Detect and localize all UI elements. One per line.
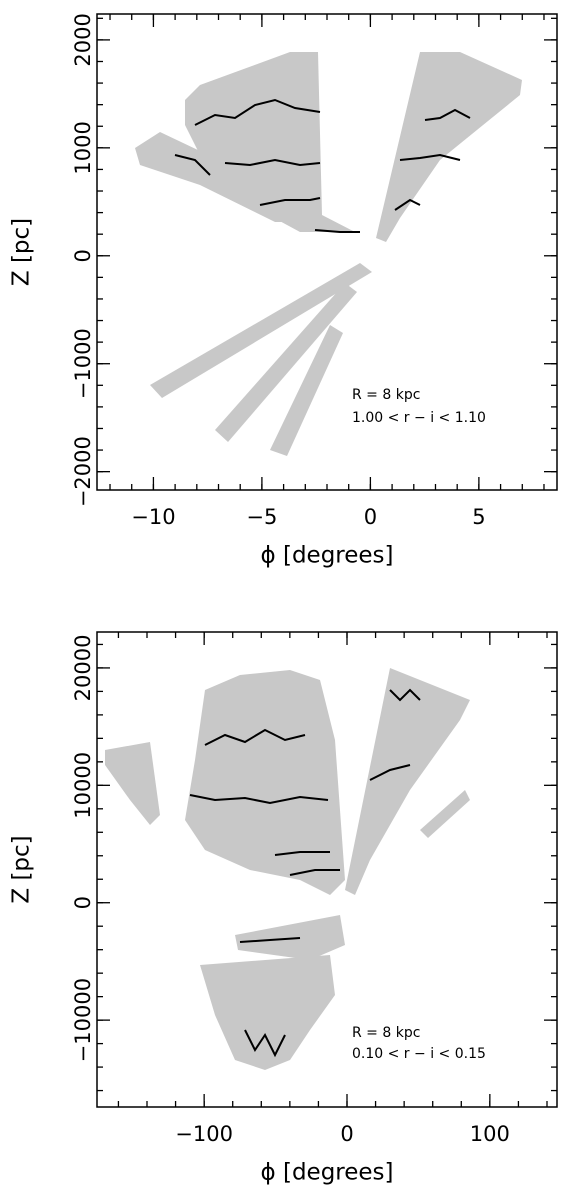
coverage-region <box>270 325 343 456</box>
coverage-region <box>185 670 345 895</box>
contour-line <box>189 794 329 805</box>
y-tick-label: −1000 <box>71 328 95 399</box>
y-tick-label: −10000 <box>71 978 95 1062</box>
coverage-map <box>135 52 522 456</box>
contour-line <box>389 688 421 702</box>
contour-line <box>399 153 461 161</box>
x-tick-label: 5 <box>472 505 485 529</box>
contour-line <box>174 154 211 176</box>
contour-line <box>314 229 360 233</box>
x-tick-label: 0 <box>364 505 377 529</box>
coverage-region <box>150 263 372 398</box>
contour-line <box>289 869 340 876</box>
y-tick-label: 0 <box>71 896 95 909</box>
contour-line <box>394 198 421 211</box>
coverage-region <box>105 742 160 825</box>
annotation: R = 8 kpc <box>352 1025 420 1041</box>
plot-frame <box>96 631 558 1108</box>
contour-line <box>239 937 301 943</box>
x-tick-label: 0 <box>340 1122 353 1146</box>
contour-line <box>224 158 321 167</box>
x-tick-label: −100 <box>175 1122 233 1146</box>
y-tick-label: 20000 <box>71 635 95 702</box>
annotation: R = 8 kpc <box>352 387 420 403</box>
y-tick-label: 10000 <box>71 752 95 819</box>
y-tick-label: 0 <box>71 249 95 262</box>
x-axis-label: ϕ [degrees] <box>260 1160 393 1186</box>
y-tick-label: 1000 <box>71 121 95 174</box>
coverage-region <box>235 915 345 960</box>
x-tick-label: 100 <box>470 1122 510 1146</box>
contour-line <box>194 98 321 126</box>
coverage-region <box>345 668 470 895</box>
y-tick-label: 2000 <box>71 13 95 66</box>
contour-line <box>424 108 471 121</box>
coverage-region <box>200 955 335 1070</box>
contour-line <box>244 1029 286 1058</box>
coverage-region <box>420 790 470 838</box>
coverage-map <box>105 668 470 1070</box>
x-tick-label: −5 <box>246 505 277 529</box>
y-tick-label: −2000 <box>71 436 95 507</box>
contour-line <box>369 764 411 781</box>
coverage-region <box>185 52 355 232</box>
y-axis-label: Z [pc] <box>9 835 35 903</box>
y-axis-label: Z [pc] <box>9 218 35 286</box>
x-tick-label: −10 <box>131 505 175 529</box>
coverage-region <box>376 52 522 242</box>
contour-line <box>204 728 306 746</box>
x-axis-label: ϕ [degrees] <box>260 543 393 569</box>
coverage-region <box>215 283 357 442</box>
annotation: 1.00 < r − i < 1.10 <box>352 410 486 426</box>
contour-line <box>274 851 330 856</box>
annotation: 0.10 < r − i < 0.15 <box>352 1046 486 1062</box>
contour-line <box>259 197 321 206</box>
